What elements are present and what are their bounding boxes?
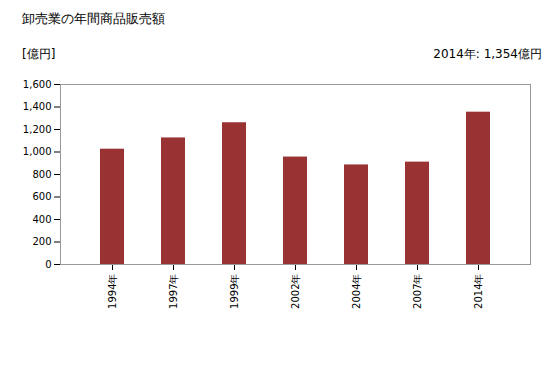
svg-text:2004年: 2004年 (351, 274, 362, 309)
svg-text:1,600: 1,600 (23, 79, 52, 90)
svg-text:2014年: 2014年 (473, 274, 484, 309)
svg-text:200: 200 (32, 236, 51, 247)
svg-text:0: 0 (45, 259, 51, 270)
svg-text:1,400: 1,400 (23, 101, 52, 112)
svg-text:1999年: 1999年 (229, 274, 240, 309)
html-text:2014年: 1,354億円: 2014年: 1,354億円 (433, 47, 542, 61)
svg-text:600: 600 (32, 191, 51, 202)
html-text:[億円]: [億円] (22, 47, 56, 61)
svg-text:800: 800 (32, 169, 51, 180)
html-text:卸売業の年間商品販売額: 卸売業の年間商品販売額 (22, 11, 165, 26)
svg-text:2007年: 2007年 (412, 274, 423, 309)
svg-text:1,200: 1,200 (23, 124, 52, 135)
svg-text:1,000: 1,000 (23, 146, 52, 157)
svg-text:2002年: 2002年 (290, 274, 301, 309)
svg-text:1997年: 1997年 (168, 274, 179, 309)
svg-text:400: 400 (32, 214, 51, 225)
svg-text:1994年: 1994年 (107, 274, 118, 309)
